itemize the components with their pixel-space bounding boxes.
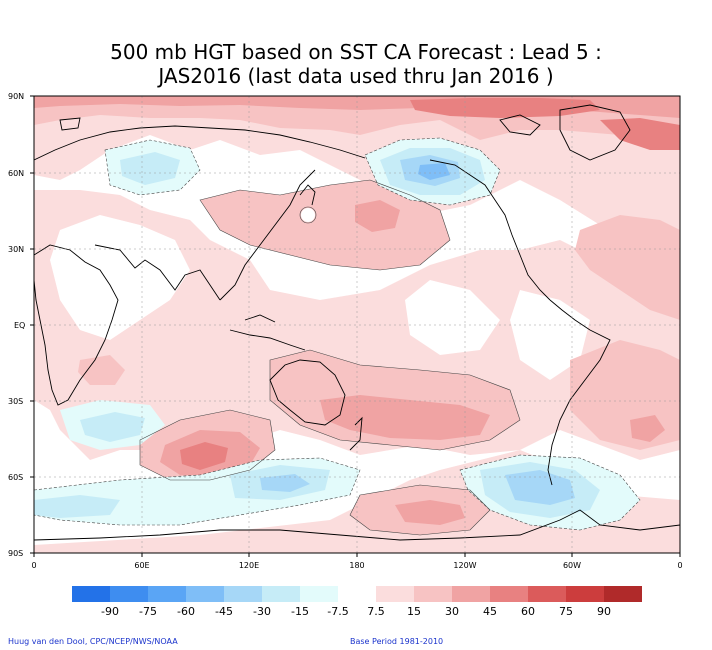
colorbar-swatch <box>604 586 642 602</box>
colorbar-swatch <box>414 586 452 602</box>
lat-label-30n: 30N <box>8 245 24 254</box>
lon-label-0-left: 0 <box>31 561 36 570</box>
lat-label-90s: 90S <box>8 549 23 558</box>
latitude-labels: 90N 60N 30N EQ 30S 60S 90S <box>8 92 25 558</box>
map-title-line2: JAS2016 (last data used thru Jan 2016 ) <box>158 64 554 88</box>
lat-label-60s: 60S <box>8 473 23 482</box>
colorbar-label: 30 <box>445 605 459 618</box>
base-period-text: Base Period 1981-2010 <box>350 637 444 646</box>
colorbar-label: -45 <box>215 605 233 618</box>
colorbar-swatch <box>452 586 490 602</box>
colorbar-label: 15 <box>407 605 421 618</box>
colorbar-swatch <box>300 586 338 602</box>
lat-label-eq: EQ <box>14 321 25 330</box>
colorbar-swatch <box>148 586 186 602</box>
near-zero-spot <box>301 208 315 222</box>
lon-label-60w: 60W <box>563 561 581 570</box>
colorbar-swatch <box>110 586 148 602</box>
colorbar-swatch <box>72 586 110 602</box>
colorbar: -90 -75 -60 -45 -30 -15 -7.5 7.5 15 30 45 60 75 90 <box>72 586 642 618</box>
lon-label-120e: 120E <box>239 561 259 570</box>
colorbar-label: 75 <box>559 605 573 618</box>
colorbar-label: 45 <box>483 605 497 618</box>
coastlines <box>34 104 680 541</box>
colorbar-swatch <box>224 586 262 602</box>
colorbar-label: -30 <box>253 605 271 618</box>
colorbar-label: -15 <box>291 605 309 618</box>
anomaly-field <box>34 96 680 553</box>
positive-anomaly-peak <box>180 98 680 470</box>
credit-text: Huug van den Dool, CPC/NCEP/NWS/NOAA <box>8 637 178 646</box>
colorbar-swatch <box>262 586 300 602</box>
colorbar-swatch <box>566 586 604 602</box>
colorbar-swatch <box>528 586 566 602</box>
colorbar-label: -75 <box>139 605 157 618</box>
lat-label-60n: 60N <box>8 169 24 178</box>
negative-anomaly-peak <box>418 163 450 180</box>
colorbar-label: 60 <box>521 605 535 618</box>
colorbar-swatch <box>338 586 376 602</box>
colorbar-label: 7.5 <box>367 605 385 618</box>
lat-label-30s: 30S <box>8 397 23 406</box>
colorbar-swatch <box>490 586 528 602</box>
colorbar-swatch <box>376 586 414 602</box>
axis-ticks <box>30 95 681 557</box>
lon-label-0-right: 0 <box>677 561 682 570</box>
colorbar-swatch <box>186 586 224 602</box>
colorbar-label: -90 <box>101 605 119 618</box>
lon-label-120w: 120W <box>453 561 476 570</box>
lat-label-90n: 90N <box>8 92 24 101</box>
colorbar-label: 90 <box>597 605 611 618</box>
longitude-labels: 0 60E 120E 180 120W 60W 0 <box>31 561 682 570</box>
colorbar-label: -60 <box>177 605 195 618</box>
graticule <box>34 96 680 553</box>
lon-label-60e: 60E <box>134 561 149 570</box>
map-title-line1: 500 mb HGT based on SST CA Forecast : Le… <box>110 40 602 64</box>
colorbar-label: -7.5 <box>327 605 348 618</box>
lon-label-180: 180 <box>349 561 364 570</box>
